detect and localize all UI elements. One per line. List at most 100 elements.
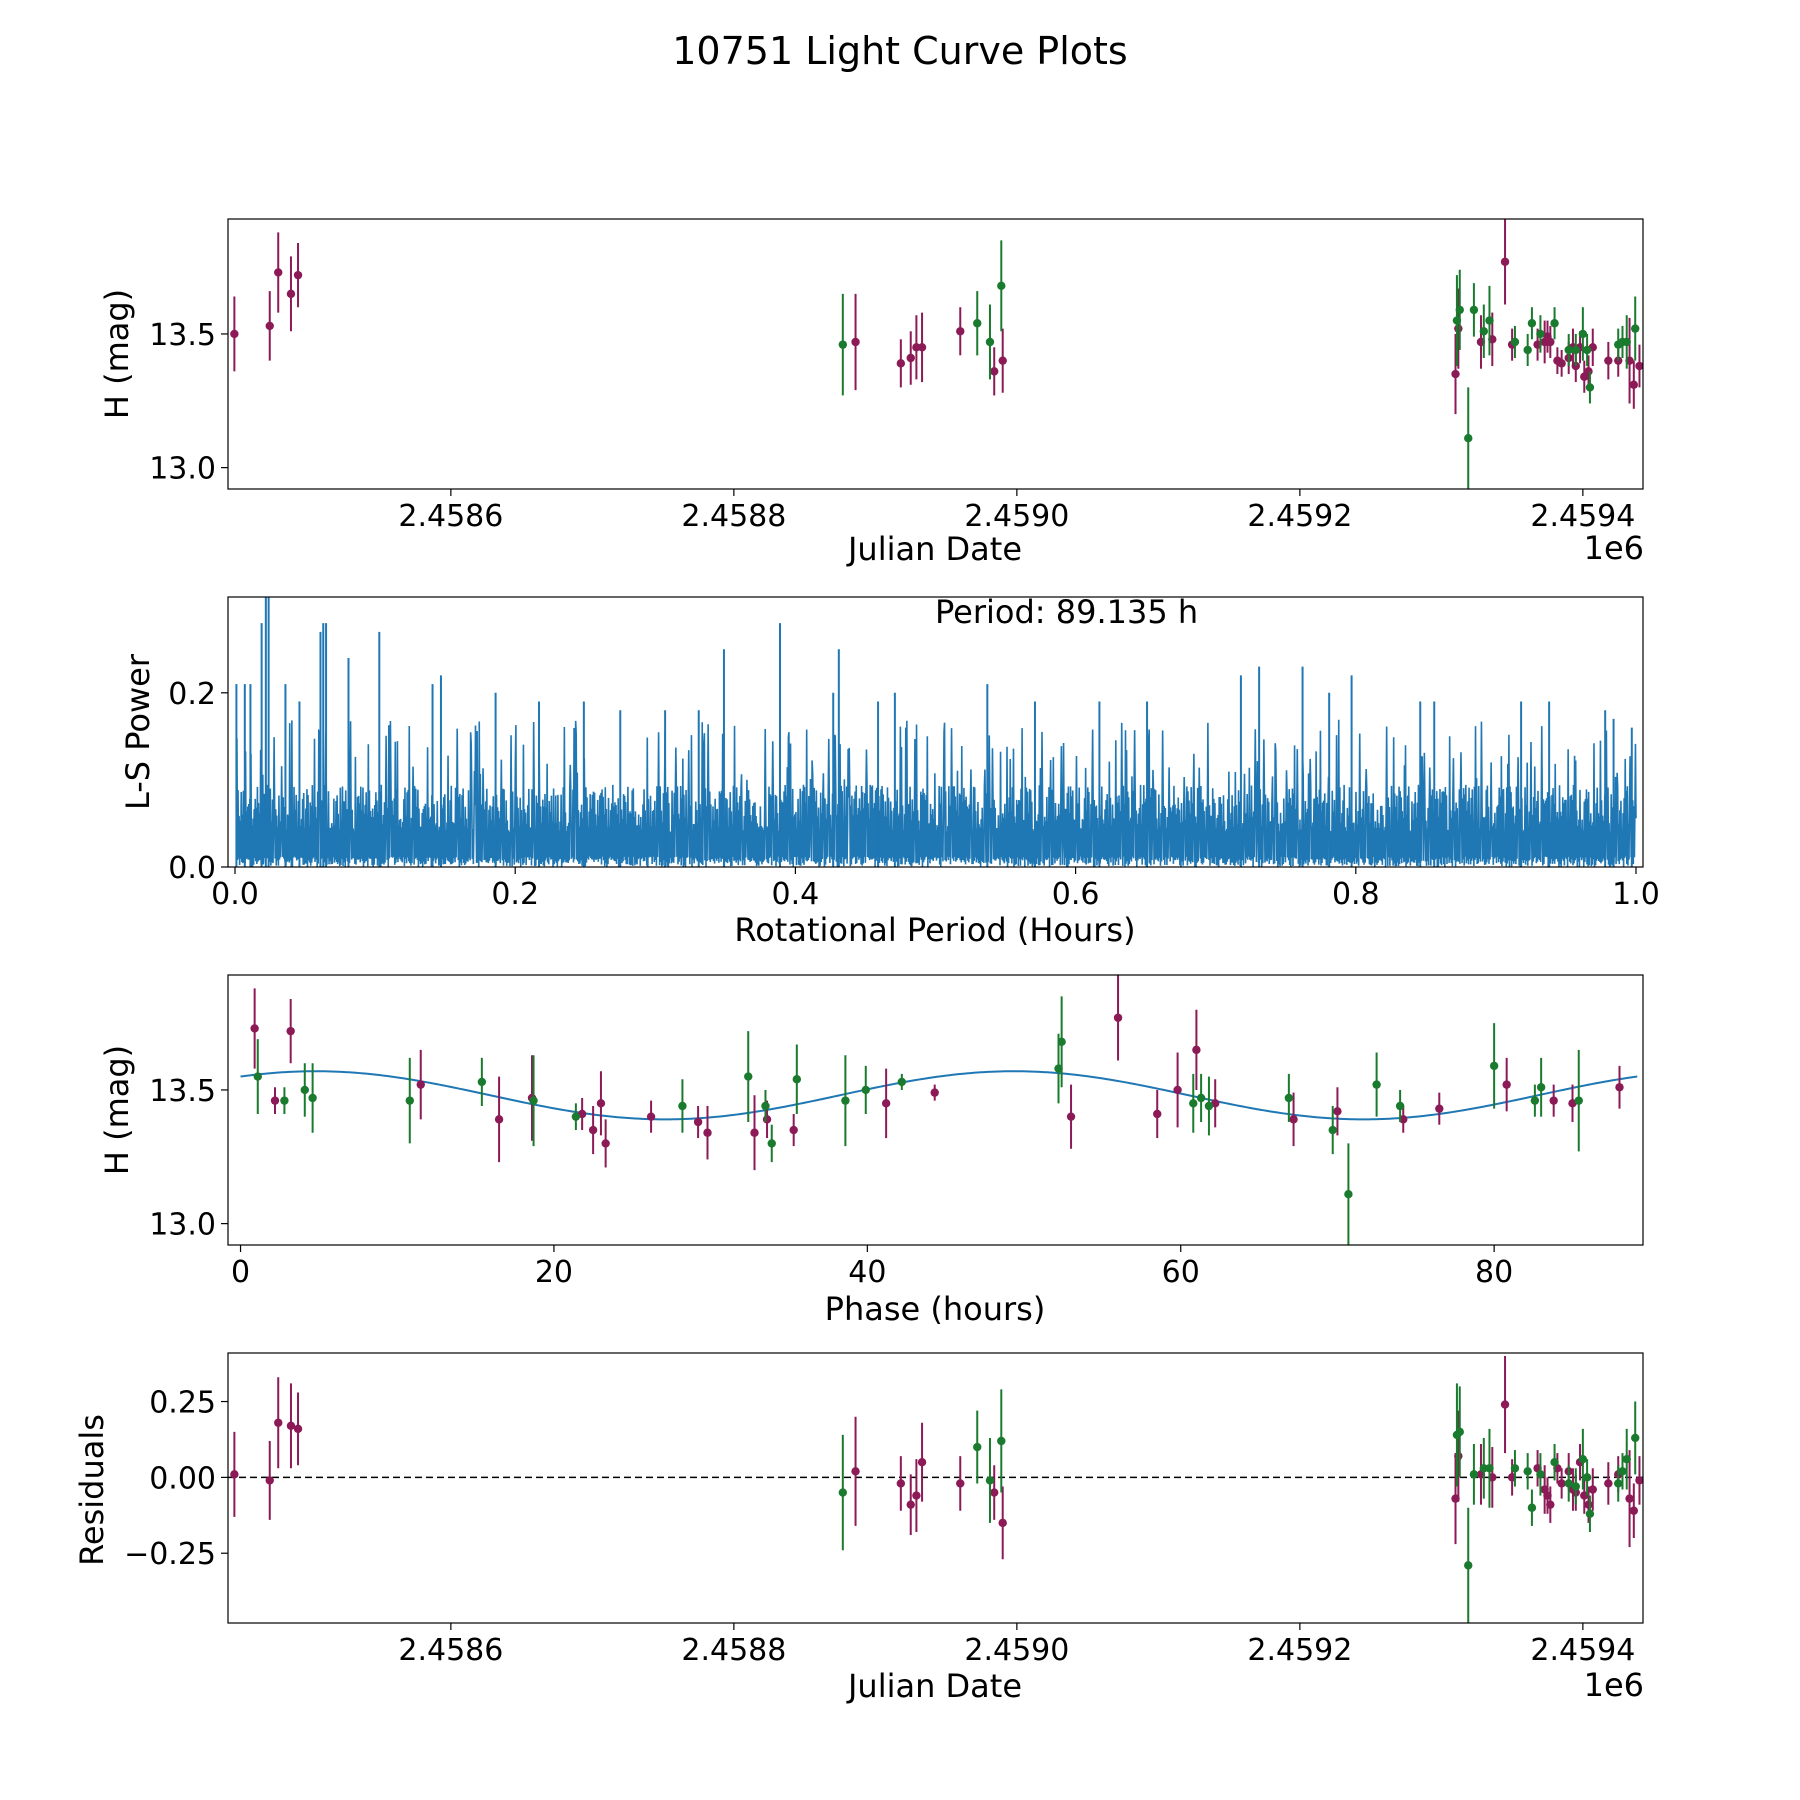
light-curve-point-green (997, 281, 1006, 291)
residuals-point-green (1550, 1458, 1559, 1467)
residuals-point-red (1629, 1506, 1639, 1515)
phase-curve-axes-frame (227, 974, 1644, 1246)
residuals-point-green (1571, 1482, 1580, 1491)
residuals-point-red (286, 1421, 296, 1431)
residuals-point-red (956, 1479, 965, 1488)
phase-curve-point-red (930, 1088, 939, 1097)
residuals-point-green (1582, 1473, 1592, 1482)
residuals-point-red (998, 1518, 1007, 1528)
light-curve-point-red (990, 367, 999, 376)
phase-curve-point-green (405, 1096, 414, 1105)
phase-curve-point-green (767, 1139, 776, 1148)
phase-curve-point-green (477, 1077, 487, 1087)
phase-curve-point-red (1289, 1115, 1298, 1124)
1-x-tick-label: 0.2 (491, 877, 539, 912)
light-curve-point-red (1635, 361, 1643, 371)
light-curve-panel: 2.4586 2.4588 2.4590 2.4592 2.4594 13.0 13.5 J… (98, 218, 1644, 568)
light-curve-x-offset: 1e6 (1584, 529, 1644, 567)
light-curve-point-green (1479, 327, 1489, 336)
phase-curve-panel: 0 20 40 60 80 13.0 13.5 Phase (hours) H (mag) (98, 974, 1644, 1328)
phase-curve-point-red (703, 1128, 712, 1137)
light-curve-point-red (851, 337, 860, 347)
residuals-point-red (1546, 1500, 1555, 1509)
phase-curve-point-red (577, 1109, 587, 1119)
phase-curve-point-red (762, 1115, 772, 1124)
2-x-tick-label: 60 (1162, 1255, 1200, 1290)
phase-curve-point-red (588, 1125, 598, 1135)
3-x-tick-label: 2.4594 (1530, 1633, 1635, 1668)
residuals-point-green (1614, 1479, 1623, 1488)
0-y-tick-label: 13.0 (149, 452, 216, 487)
phase-curve-point-green (1536, 1083, 1546, 1092)
phase-curve-point-red (1568, 1099, 1577, 1108)
periodogram-plot-area: 0.0 0.2 0.4 0.6 0.8 1.0 0.0 0.2 (168, 596, 1660, 912)
phase-curve-point-red (286, 1026, 295, 1036)
0-x-tick-label: 2.4594 (1530, 499, 1635, 534)
light-curve-point-green (1582, 345, 1592, 355)
residuals-point-red (1604, 1479, 1613, 1488)
phase-curve-point-red (1502, 1080, 1511, 1089)
0-y-tick-label: 13.5 (149, 318, 216, 353)
light-curve-point-red (274, 268, 283, 277)
light-curve-point-red (998, 356, 1007, 365)
phase-curve-point-red (646, 1112, 656, 1121)
phase-curve-point-red (789, 1125, 798, 1135)
residuals-point-red (1584, 1500, 1593, 1509)
light-curve-point-red (1604, 356, 1613, 365)
phase-curve-point-green (280, 1096, 289, 1105)
light-curve-point-red (1454, 324, 1463, 333)
light-curve-point-green (1536, 329, 1545, 339)
residuals-point-green (997, 1436, 1006, 1446)
light-curve-point-green (1510, 337, 1520, 347)
phase-curve-point-green (253, 1072, 262, 1081)
phase-curve-point-red (1066, 1112, 1076, 1121)
1-x-tick-label: 0.0 (211, 877, 259, 912)
residuals-point-green (1585, 1509, 1595, 1518)
phase-curve-point-red (750, 1128, 759, 1137)
light-curve-point-green (1631, 324, 1640, 333)
light-curve-point-red (265, 321, 274, 331)
phase-curve-point-red (881, 1099, 891, 1108)
light-curve-point-red (1451, 369, 1460, 379)
residuals-point-red (906, 1500, 915, 1509)
light-curve-point-red (1500, 257, 1510, 266)
3-y-tick-label: 0.00 (149, 1461, 216, 1496)
residuals-point-green (1510, 1464, 1520, 1473)
light-curve-point-green (1571, 345, 1580, 355)
residuals-point-red (1500, 1400, 1510, 1409)
residuals-point-green (1618, 1467, 1627, 1476)
residuals-point-red (917, 1458, 927, 1467)
residuals-point-green (1622, 1454, 1631, 1464)
light-curve-point-red (917, 343, 927, 352)
residuals-point-green (838, 1488, 848, 1497)
light-curve-plot-area: 2.4586 2.4588 2.4590 2.4592 2.4594 13.0 13.5 (149, 218, 1644, 534)
periodogram-power-line (235, 719, 1637, 867)
phase-curve-point-green (1204, 1101, 1214, 1111)
residuals-point-red (293, 1424, 303, 1434)
residuals-point-red (265, 1476, 274, 1485)
3-y-tick-label: 0.25 (149, 1386, 216, 1421)
phase-curve-point-green (841, 1096, 850, 1105)
light-curve-point-green (973, 319, 982, 328)
residuals-point-red (1557, 1479, 1566, 1488)
phase-curve-point-red (1615, 1083, 1624, 1092)
light-curve-point-red (286, 289, 296, 299)
phase-curve-point-green (1196, 1093, 1206, 1103)
light-curve-point-green (838, 340, 848, 349)
light-curve-point-green (1455, 305, 1464, 315)
residuals-point-green (1464, 1561, 1473, 1570)
residuals-point-green (1455, 1427, 1464, 1437)
residuals-point-red (1625, 1494, 1634, 1503)
phase-curve-point-red (1435, 1104, 1444, 1113)
residuals-axes-frame (227, 1352, 1644, 1624)
phase-curve-point-green (1057, 1037, 1066, 1047)
residuals-point-red (230, 1470, 239, 1479)
2-x-tick-label: 20 (535, 1255, 573, 1290)
phase-curve-point-red (1173, 1085, 1182, 1095)
phase-curve-x-label: Phase (hours) (825, 1290, 1046, 1328)
light-curve-point-red (896, 359, 906, 368)
light-curve-point-green (1485, 316, 1494, 325)
phase-curve-point-red (1113, 1013, 1123, 1022)
periodogram-y-label: L-S Power (119, 653, 157, 810)
